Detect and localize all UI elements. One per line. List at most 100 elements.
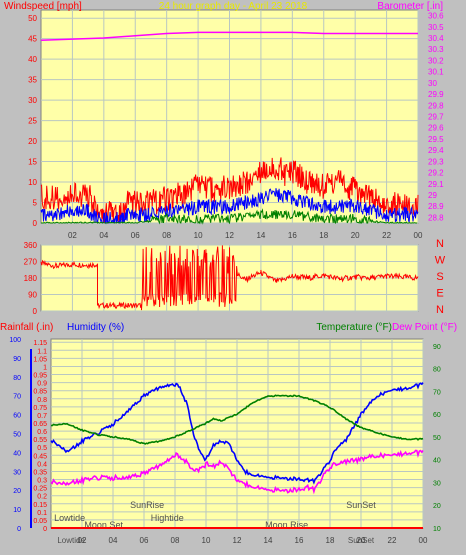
climate-panel-grid xyxy=(51,339,424,529)
time-tick-label: 02 xyxy=(68,231,77,240)
temperature-tick-label: 70 xyxy=(433,389,441,396)
rainfall-tick-label: 0.4 xyxy=(37,461,47,468)
time-tick-label: 08 xyxy=(162,231,171,240)
rainfall-tick-label: 1.1 xyxy=(37,348,47,355)
wind-tick-label: 50 xyxy=(28,14,37,23)
humidity-tick-label: 40 xyxy=(13,450,21,457)
wind-tick-label: 5 xyxy=(33,199,38,208)
wind-tick-label: 25 xyxy=(28,117,37,126)
rainfall-tick-label: 1.15 xyxy=(33,340,47,347)
rainfall-tick-label: 0.65 xyxy=(33,421,47,428)
time-tick-label: 04 xyxy=(109,536,118,545)
rainfall-tick-label: 0.3 xyxy=(37,478,47,485)
event-label: Hightide xyxy=(151,513,184,523)
barometer-tick-label: 29.1 xyxy=(428,180,444,189)
direction-left-ticks: 0 90 180 270 360 xyxy=(24,241,38,316)
temperature-axis-label: Temperature (°F) xyxy=(316,322,392,333)
time-tick-label: 14 xyxy=(264,536,273,545)
rainfall-tick-label: 0.55 xyxy=(33,437,47,444)
humidity-tick-label: 80 xyxy=(13,375,21,382)
rainfall-tick-label: 0 xyxy=(43,526,47,533)
compass-label: S xyxy=(436,271,443,283)
rainfall-tick-label: 0.25 xyxy=(33,486,47,493)
humidity-tick-label: 20 xyxy=(13,488,21,495)
wind-tick-label: 15 xyxy=(28,158,37,167)
wind-x-ticks: 02 04 06 08 10 12 14 16 18 20 22 00 xyxy=(68,231,423,240)
humidity-ticks: 0 10 20 30 40 50 60 70 80 90 100 xyxy=(9,337,32,533)
barometer-tick-label: 29.3 xyxy=(428,157,444,166)
time-tick-label: 16 xyxy=(288,231,297,240)
direction-panel-series xyxy=(40,245,419,311)
time-tick-label: 06 xyxy=(131,231,140,240)
barometer-tick-label: 29.9 xyxy=(428,90,444,99)
direction-tick-label: 90 xyxy=(28,291,37,300)
rainfall-tick-label: 0.1 xyxy=(37,510,47,517)
event-label: Lowtide xyxy=(54,513,85,523)
time-tick-label: 20 xyxy=(357,536,366,545)
dewpoint-line xyxy=(50,449,424,495)
rainfall-tick-label: 0.05 xyxy=(33,518,47,525)
event-label: SunSet xyxy=(346,500,376,510)
time-tick-label: 00 xyxy=(414,231,423,240)
humidity-tick-label: 70 xyxy=(13,394,21,401)
chart-title: 24 hour graph day - April 23 2018 xyxy=(159,1,308,12)
event-label: Lowtide xyxy=(57,536,85,545)
time-tick-label: 18 xyxy=(319,231,328,240)
rainfall-tick-label: 0.45 xyxy=(33,453,47,460)
temperature-line xyxy=(50,394,424,445)
barometer-tick-label: 30.5 xyxy=(428,23,444,32)
barometer-tick-label: 29.5 xyxy=(428,135,444,144)
rainfall-tick-label: 0.2 xyxy=(37,494,47,501)
humidity-tick-label: 10 xyxy=(13,507,21,514)
humidity-tick-label: 60 xyxy=(13,413,21,420)
climate-panel-series xyxy=(50,382,424,529)
time-tick-label: 02 xyxy=(78,536,87,545)
rainfall-ticks: 00.050.10.150.20.250.3 0.350.40.450.50.55… xyxy=(33,340,47,533)
compass-label: N xyxy=(436,238,444,250)
rainfall-tick-label: 0.7 xyxy=(37,413,47,420)
event-label: SunSet xyxy=(348,536,375,545)
time-tick-label: 20 xyxy=(351,231,360,240)
wind-tick-label: 20 xyxy=(28,137,37,146)
rainfall-tick-label: 0.5 xyxy=(37,445,47,452)
barometer-tick-label: 29.8 xyxy=(428,101,444,110)
compass-label: W xyxy=(435,255,446,267)
direction-tick-label: 360 xyxy=(24,241,38,250)
barometer-tick-label: 28.9 xyxy=(428,202,444,211)
barometer-tick-label: 29 xyxy=(428,191,437,200)
time-tick-label: 14 xyxy=(256,231,265,240)
humidity-tick-label: 30 xyxy=(13,469,21,476)
event-label: Moon Rise xyxy=(265,520,308,530)
barometer-tick-label: 30.6 xyxy=(428,12,444,21)
event-label: Moon Set xyxy=(84,520,123,530)
temperature-tick-label: 60 xyxy=(433,412,441,419)
barometer-tick-label: 30.2 xyxy=(428,56,444,65)
time-tick-label: 10 xyxy=(202,536,211,545)
wind-minimum-line xyxy=(41,208,418,225)
barometer-axis-label: Barometer [.in] xyxy=(377,1,443,12)
barometer-tick-label: 29.7 xyxy=(428,113,444,122)
temperature-tick-label: 30 xyxy=(433,480,441,487)
temperature-tick-label: 80 xyxy=(433,367,441,374)
temperature-tick-label: 20 xyxy=(433,503,441,510)
barometer-line xyxy=(40,31,418,42)
wind-tick-label: 30 xyxy=(28,96,37,105)
humidity-tick-label: 50 xyxy=(13,432,21,439)
climate-x-ticks: 02 04 06 08 10 12 14 16 18 20 22 00 xyxy=(78,536,428,545)
humidity-tick-label: 0 xyxy=(17,526,21,533)
time-tick-label: 22 xyxy=(382,231,391,240)
time-tick-label: 06 xyxy=(140,536,149,545)
humidity-axis-label: Humidity (%) xyxy=(67,322,124,333)
barometer-tick-label: 28.8 xyxy=(428,213,444,222)
wind-direction-line xyxy=(40,245,419,311)
time-tick-label: 18 xyxy=(326,536,335,545)
humidity-line xyxy=(50,382,424,485)
rainfall-tick-label: 0.9 xyxy=(37,381,47,388)
time-tick-label: 22 xyxy=(388,536,397,545)
temperature-tick-label: 90 xyxy=(433,344,441,351)
barometer-tick-label: 30.1 xyxy=(428,68,444,77)
